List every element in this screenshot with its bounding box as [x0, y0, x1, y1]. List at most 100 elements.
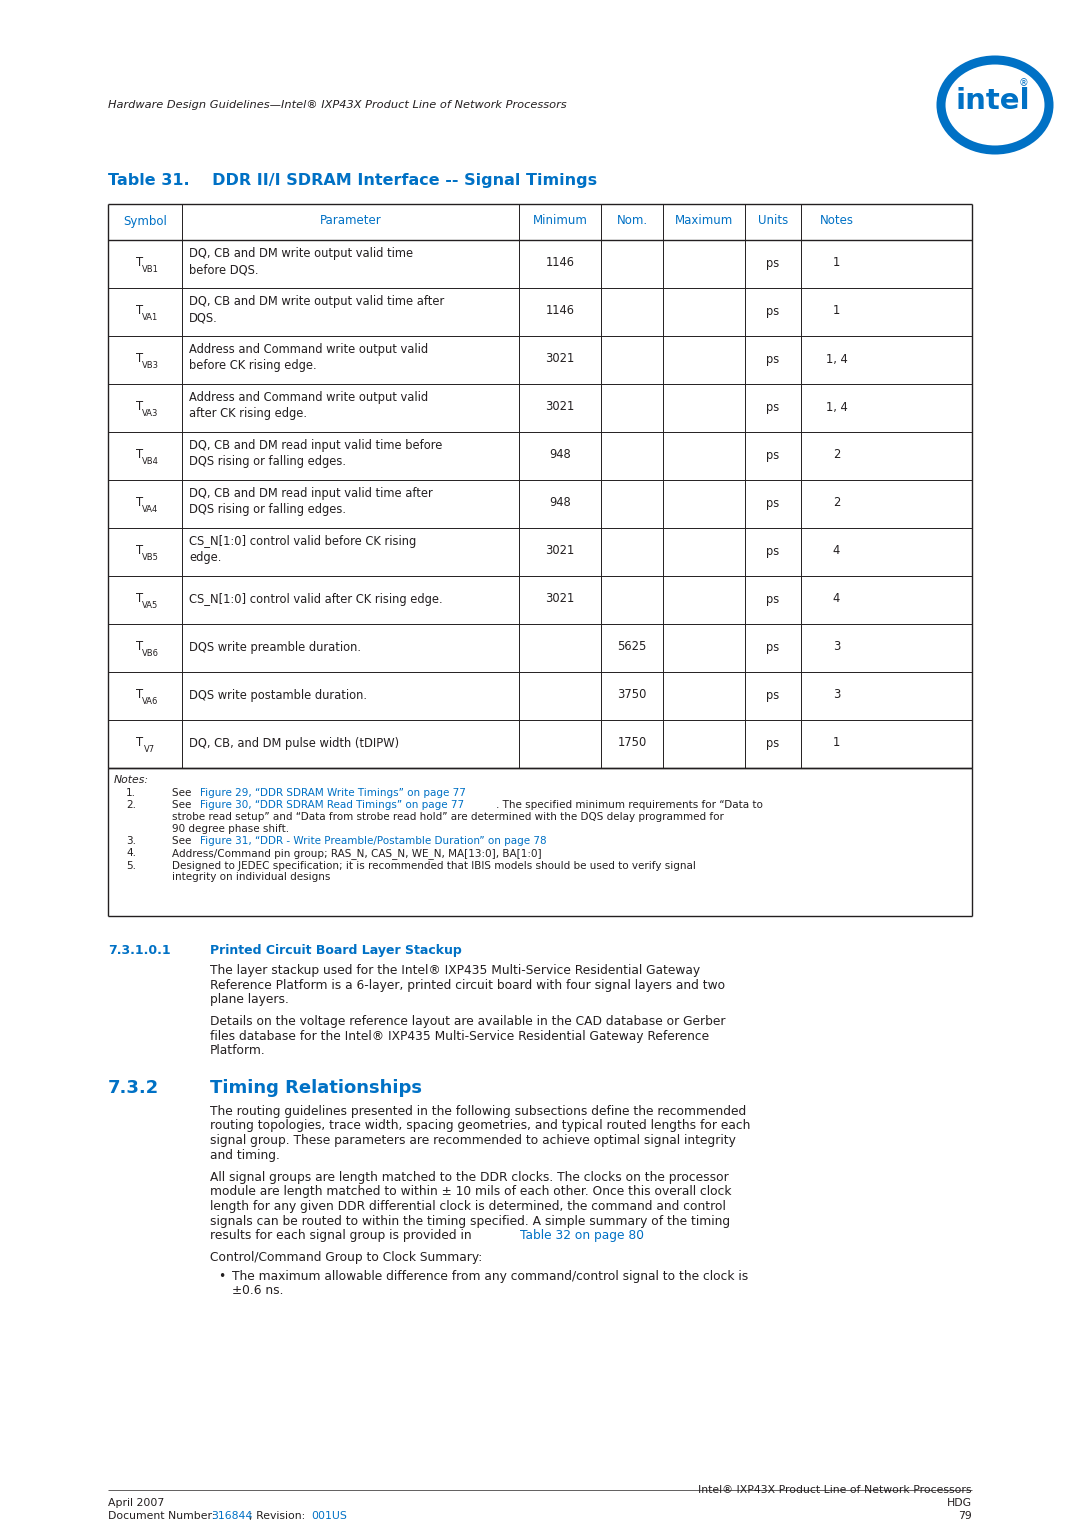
Text: ; Revision:: ; Revision: — [249, 1511, 309, 1520]
Text: 4: 4 — [833, 593, 840, 605]
Text: Figure 29, “DDR SDRAM Write Timings” on page 77: Figure 29, “DDR SDRAM Write Timings” on … — [200, 788, 465, 798]
Text: DQ, CB and DM read input valid time before: DQ, CB and DM read input valid time befo… — [189, 440, 443, 452]
Text: ps: ps — [767, 497, 780, 509]
Text: 7.3.2: 7.3.2 — [108, 1079, 159, 1097]
Text: ±0.6 ns.: ±0.6 ns. — [232, 1285, 283, 1297]
Text: ps: ps — [767, 640, 780, 654]
Text: •: • — [218, 1270, 226, 1284]
Text: 1750: 1750 — [618, 736, 647, 750]
Text: 2.: 2. — [126, 801, 136, 810]
Bar — [108, 769, 972, 915]
Text: Figure 30, “DDR SDRAM Read Timings” on page 77: Figure 30, “DDR SDRAM Read Timings” on p… — [200, 801, 464, 810]
Text: after CK rising edge.: after CK rising edge. — [189, 408, 307, 420]
Text: DQ, CB, and DM pulse width (tDIPW): DQ, CB, and DM pulse width (tDIPW) — [189, 736, 400, 750]
Text: 3750: 3750 — [618, 689, 647, 701]
Text: DQ, CB and DM write output valid time: DQ, CB and DM write output valid time — [189, 248, 414, 260]
Text: before CK rising edge.: before CK rising edge. — [189, 359, 316, 373]
Text: Table 31.    DDR II/I SDRAM Interface -- Signal Timings: Table 31. DDR II/I SDRAM Interface -- Si… — [108, 173, 597, 188]
Text: 948: 948 — [549, 449, 571, 461]
Text: 3021: 3021 — [545, 593, 575, 605]
Text: ps: ps — [767, 736, 780, 750]
Text: .: . — [638, 1229, 642, 1242]
Text: ps: ps — [767, 257, 780, 269]
Text: Figure 31, “DDR - Write Preamble/Postamble Duration” on page 78: Figure 31, “DDR - Write Preamble/Postamb… — [200, 836, 546, 847]
Text: DQS write preamble duration.: DQS write preamble duration. — [189, 640, 361, 654]
Text: 1: 1 — [833, 304, 840, 318]
Text: Address and Command write output valid: Address and Command write output valid — [189, 391, 428, 405]
Text: T: T — [136, 689, 144, 701]
Text: Symbol: Symbol — [123, 214, 167, 228]
Text: Printed Circuit Board Layer Stackup: Printed Circuit Board Layer Stackup — [210, 944, 462, 957]
Text: DQ, CB and DM write output valid time after: DQ, CB and DM write output valid time af… — [189, 295, 444, 309]
Text: 3: 3 — [833, 689, 840, 701]
Text: T: T — [136, 353, 144, 365]
Text: Parameter: Parameter — [320, 214, 381, 228]
Text: ps: ps — [767, 449, 780, 461]
Text: Maximum: Maximum — [675, 214, 733, 228]
Text: See: See — [172, 788, 194, 798]
Text: 7.3.1.0.1: 7.3.1.0.1 — [108, 944, 171, 957]
Text: Address/Command pin group; RAS_N, CAS_N, WE_N, MA[13:0], BA[1:0]: Address/Command pin group; RAS_N, CAS_N,… — [172, 848, 542, 859]
Text: DQS rising or falling edges.: DQS rising or falling edges. — [189, 504, 346, 516]
Text: Address and Command write output valid: Address and Command write output valid — [189, 344, 428, 356]
Text: 1: 1 — [833, 257, 840, 269]
Text: See: See — [172, 801, 194, 810]
Text: All signal groups are length matched to the DDR clocks. The clocks on the proces: All signal groups are length matched to … — [210, 1170, 729, 1184]
Text: 1.: 1. — [126, 788, 136, 798]
Text: plane layers.: plane layers. — [210, 993, 288, 1005]
Text: 3021: 3021 — [545, 400, 575, 414]
Text: 79: 79 — [958, 1511, 972, 1520]
Text: integrity on individual designs: integrity on individual designs — [172, 872, 330, 883]
Text: DQS.: DQS. — [189, 312, 218, 324]
Text: edge.: edge. — [189, 552, 221, 564]
Text: . The specified minimum requirements for “Data to: . The specified minimum requirements for… — [496, 801, 762, 810]
Text: 1146: 1146 — [545, 304, 575, 318]
Text: ps: ps — [767, 353, 780, 365]
Text: Designed to JEDEC specification; it is recommended that IBIS models should be us: Designed to JEDEC specification; it is r… — [172, 860, 696, 871]
Text: signals can be routed to within the timing specified. A simple summary of the ti: signals can be routed to within the timi… — [210, 1215, 730, 1227]
Text: VB6: VB6 — [141, 648, 159, 657]
Text: T: T — [136, 449, 144, 461]
Text: VB3: VB3 — [141, 361, 159, 370]
Text: T: T — [136, 544, 144, 558]
Text: Table 32 on page 80: Table 32 on page 80 — [519, 1229, 644, 1242]
Text: T: T — [136, 640, 144, 654]
Text: The maximum allowable difference from any command/control signal to the clock is: The maximum allowable difference from an… — [232, 1270, 748, 1284]
Text: 5625: 5625 — [618, 640, 647, 654]
Text: 2: 2 — [833, 449, 840, 461]
Text: files database for the Intel® IXP435 Multi-Service Residential Gateway Reference: files database for the Intel® IXP435 Mul… — [210, 1030, 710, 1044]
Text: DQ, CB and DM read input valid time after: DQ, CB and DM read input valid time afte… — [189, 487, 433, 501]
Text: VA3: VA3 — [141, 408, 158, 417]
Text: T: T — [136, 497, 144, 509]
Text: intel: intel — [956, 87, 1030, 115]
Text: Timing Relationships: Timing Relationships — [210, 1079, 422, 1097]
Text: Hardware Design Guidelines—Intel® IXP43X Product Line of Network Processors: Hardware Design Guidelines—Intel® IXP43X… — [108, 99, 567, 110]
Text: VA4: VA4 — [141, 504, 158, 513]
Text: T: T — [136, 593, 144, 605]
Text: 3021: 3021 — [545, 544, 575, 558]
Text: 316844: 316844 — [211, 1511, 253, 1520]
Text: The layer stackup used for the Intel® IXP435 Multi-Service Residential Gateway: The layer stackup used for the Intel® IX… — [210, 964, 700, 976]
Text: T: T — [136, 257, 144, 269]
Text: 948: 948 — [549, 497, 571, 509]
Text: ps: ps — [767, 593, 780, 605]
Text: CS_N[1:0] control valid before CK rising: CS_N[1:0] control valid before CK rising — [189, 535, 416, 549]
Text: VA6: VA6 — [141, 697, 158, 706]
Text: VA1: VA1 — [141, 313, 158, 321]
Text: 3: 3 — [833, 640, 840, 654]
Text: VB1: VB1 — [141, 264, 159, 274]
Text: 3.: 3. — [126, 836, 136, 847]
Text: 1, 4: 1, 4 — [825, 400, 848, 414]
Text: Document Number:: Document Number: — [108, 1511, 219, 1520]
Text: Platform.: Platform. — [210, 1045, 266, 1057]
Text: 4: 4 — [833, 544, 840, 558]
Text: DQS write postamble duration.: DQS write postamble duration. — [189, 689, 367, 701]
Text: 1, 4: 1, 4 — [825, 353, 848, 365]
Text: The routing guidelines presented in the following subsections define the recomme: The routing guidelines presented in the … — [210, 1105, 746, 1118]
Text: ps: ps — [767, 400, 780, 414]
Text: before DQS.: before DQS. — [189, 263, 258, 277]
Text: 4.: 4. — [126, 848, 136, 859]
Text: April 2007: April 2007 — [108, 1497, 164, 1508]
Text: 001US: 001US — [311, 1511, 347, 1520]
Text: module are length matched to within ± 10 mils of each other. Once this overall c: module are length matched to within ± 10… — [210, 1186, 731, 1198]
